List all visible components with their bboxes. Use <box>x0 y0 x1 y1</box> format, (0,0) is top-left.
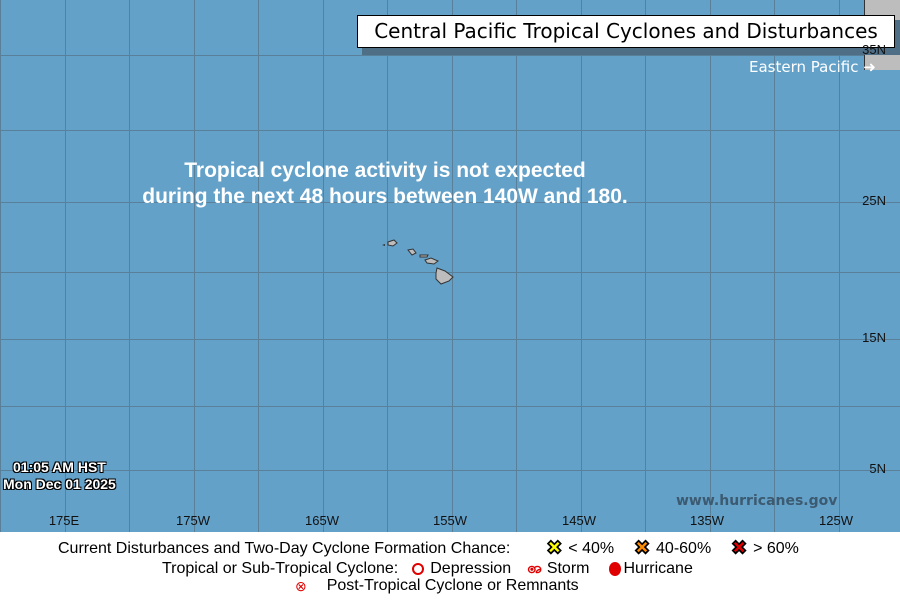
storm-icon: ꩨ <box>527 560 542 577</box>
timestamp-date: Mon Dec 01 2025 <box>3 476 116 492</box>
meridian-line <box>451 0 453 532</box>
low-chance-label: < 40% <box>568 539 615 557</box>
hurricane-icon <box>609 562 622 576</box>
post-tropical-label: Post-Tropical Cyclone or Remnants <box>326 577 579 594</box>
parallel-line <box>0 130 900 131</box>
timestamp-time: 01:05 AM HST <box>13 459 106 475</box>
meridian-line <box>0 0 1 532</box>
hurricane-label: Hurricane <box>623 560 693 577</box>
arrow-right-icon: ➜ <box>863 58 876 76</box>
meridian-line <box>645 0 646 532</box>
meridian-line <box>516 0 517 532</box>
meridian-line <box>709 0 711 532</box>
post-tropical-icon: ⊗ <box>295 577 307 594</box>
disturbances-label: Current Disturbances and Two-Day Cyclone… <box>58 539 511 557</box>
timestamp: 01:05 AM HST Mon Dec 01 2025 <box>3 459 116 493</box>
depression-icon <box>412 563 425 575</box>
lon-label: 135W <box>690 513 724 528</box>
parallel-line <box>0 202 900 203</box>
legend: Current Disturbances and Two-Day Cyclone… <box>0 532 900 601</box>
lon-label: 165W <box>305 513 339 528</box>
low-chance-x-icon: ✖ <box>546 538 563 560</box>
lon-label: 145W <box>562 513 596 528</box>
depression-label: Depression <box>430 560 512 577</box>
cyclone-label: Tropical or Sub-Tropical Cyclone: <box>162 560 399 577</box>
meridian-line <box>129 0 130 532</box>
meridian-line <box>774 0 775 532</box>
parallel-line <box>0 470 900 471</box>
eastern-pacific-label: Eastern Pacific <box>749 58 859 76</box>
lon-label: 175W <box>176 513 210 528</box>
lat-label: 25N <box>862 193 886 208</box>
parallel-line <box>0 339 900 340</box>
outlook-message: Tropical cyclone activity is not expecte… <box>0 158 770 210</box>
meridian-line <box>193 0 195 532</box>
message-line-2: during the next 48 hours between 140W an… <box>142 185 628 208</box>
lat-label: 15N <box>862 330 886 345</box>
eastern-pacific-link[interactable]: Eastern Pacific ➜ <box>749 58 876 76</box>
meridian-line <box>838 0 840 532</box>
map: Central Pacific Tropical Cyclones and Di… <box>0 0 900 532</box>
lat-label: 5N <box>869 461 886 476</box>
map-title: Central Pacific Tropical Cyclones and Di… <box>357 15 895 48</box>
meridian-line <box>258 0 259 532</box>
meridian-line <box>387 0 388 532</box>
meridian-line <box>322 0 324 532</box>
lat-label: 35N <box>862 42 886 57</box>
website-label: www.hurricanes.gov <box>676 493 838 509</box>
meridian-line <box>580 0 582 532</box>
meridian-line <box>64 0 66 532</box>
parallel-line <box>0 272 900 273</box>
storm-label: Storm <box>546 560 590 577</box>
parallel-line <box>0 55 900 56</box>
lon-label: 175E <box>48 513 80 528</box>
medium-chance-x-icon: ✖ <box>634 538 651 560</box>
lon-label: 155W <box>433 513 467 528</box>
high-chance-label: > 60% <box>753 539 799 557</box>
message-line-1: Tropical cyclone activity is not expecte… <box>184 159 586 182</box>
lon-label: 125W <box>819 513 853 528</box>
parallel-line <box>0 406 900 407</box>
medium-chance-label: 40-60% <box>656 539 712 557</box>
hawaiian-islands <box>382 239 454 285</box>
high-chance-x-icon: ✖ <box>731 538 748 560</box>
